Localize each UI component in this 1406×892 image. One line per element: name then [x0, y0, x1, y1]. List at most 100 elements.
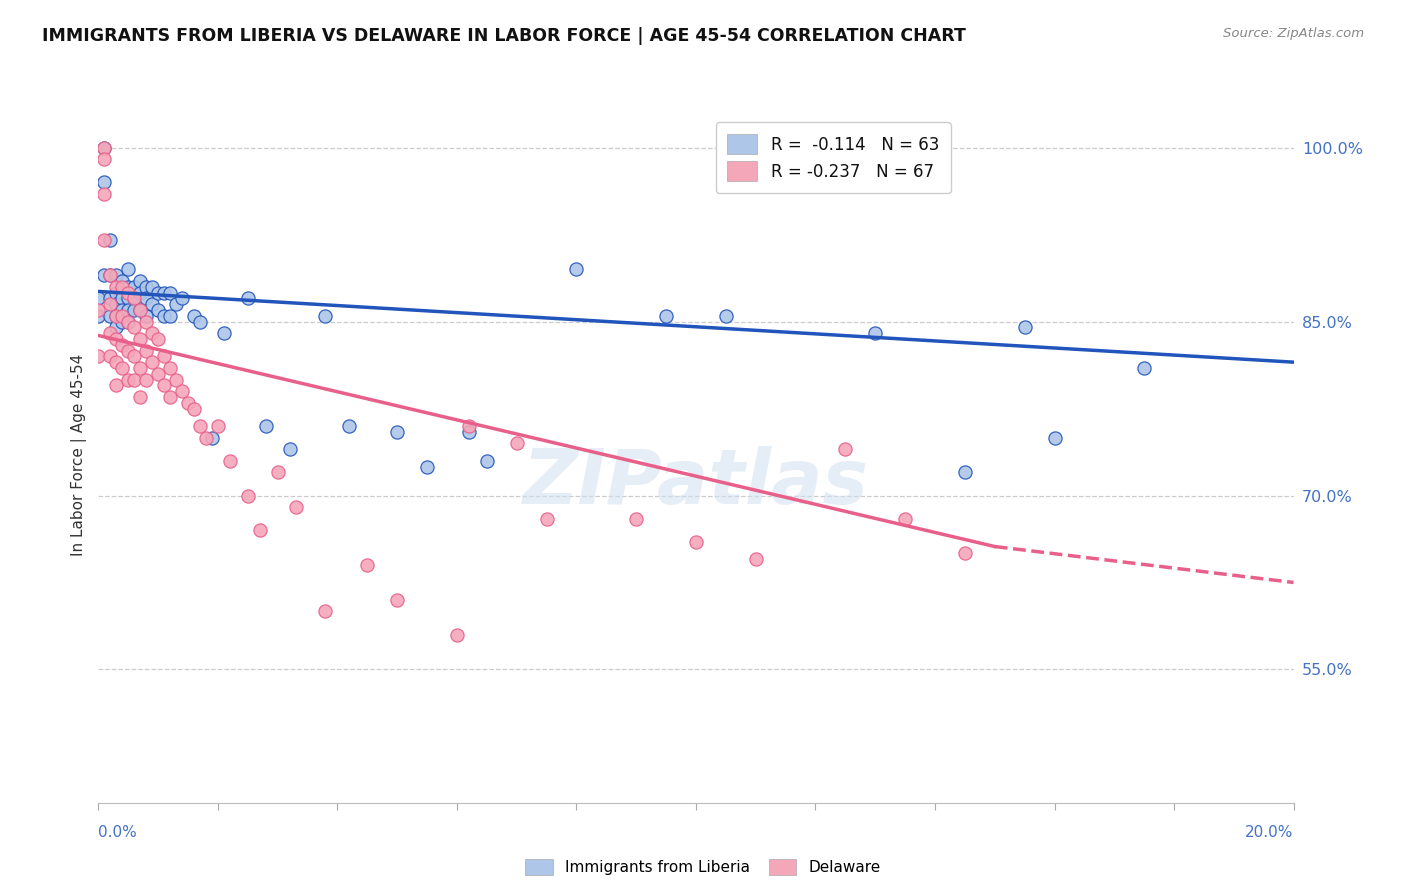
Point	[183, 401, 205, 416]
Point	[165, 297, 187, 311]
Point	[124, 291, 146, 305]
Text: Source: ZipAtlas.com: Source: ZipAtlas.com	[1223, 27, 1364, 40]
Point	[129, 360, 152, 375]
Point	[655, 309, 678, 323]
Point	[124, 291, 146, 305]
Point	[100, 326, 122, 341]
Point	[236, 291, 259, 305]
Point	[315, 605, 337, 619]
Point	[153, 309, 176, 323]
Point	[188, 315, 211, 329]
Point	[278, 442, 301, 457]
Point	[105, 355, 128, 369]
Point	[315, 309, 337, 323]
Point	[475, 453, 498, 467]
Point	[117, 303, 139, 318]
Point	[172, 384, 194, 398]
Point	[129, 274, 152, 288]
Point	[100, 268, 122, 282]
Point	[159, 285, 181, 300]
Point	[93, 140, 115, 155]
Point	[148, 303, 170, 318]
Point	[714, 309, 737, 323]
Point	[111, 280, 134, 294]
Point	[834, 442, 856, 457]
Point	[93, 140, 115, 155]
Point	[87, 309, 110, 323]
Point	[159, 390, 181, 404]
Point	[626, 511, 648, 525]
Point	[105, 309, 128, 323]
Point	[148, 332, 170, 346]
Point	[100, 291, 122, 305]
Point	[177, 395, 200, 409]
Point	[284, 500, 307, 514]
Point	[87, 350, 110, 364]
Point	[105, 297, 128, 311]
Point	[1043, 431, 1066, 445]
Point	[141, 326, 163, 341]
Point	[153, 350, 176, 364]
Point	[124, 280, 146, 294]
Point	[129, 332, 152, 346]
Point	[129, 390, 152, 404]
Point	[105, 332, 128, 346]
Point	[111, 315, 134, 329]
Point	[153, 378, 176, 392]
Text: 0.0%: 0.0%	[98, 825, 138, 840]
Point	[385, 592, 409, 607]
Point	[105, 280, 128, 294]
Point	[105, 268, 128, 282]
Point	[953, 466, 976, 480]
Point	[159, 309, 181, 323]
Point	[536, 511, 558, 525]
Point	[141, 280, 163, 294]
Point	[111, 309, 134, 323]
Point	[219, 453, 242, 467]
Point	[165, 372, 187, 386]
Point	[207, 418, 229, 433]
Point	[100, 350, 122, 364]
Point	[135, 372, 157, 386]
Text: ZIPatlas: ZIPatlas	[523, 446, 869, 520]
Point	[117, 343, 139, 358]
Point	[100, 297, 122, 311]
Point	[236, 489, 259, 503]
Text: IMMIGRANTS FROM LIBERIA VS DELAWARE IN LABOR FORCE | AGE 45-54 CORRELATION CHART: IMMIGRANTS FROM LIBERIA VS DELAWARE IN L…	[42, 27, 966, 45]
Point	[865, 326, 887, 341]
Point	[212, 326, 235, 341]
Point	[117, 315, 139, 329]
Point	[105, 309, 128, 323]
Point	[153, 285, 176, 300]
Point	[111, 303, 134, 318]
Point	[172, 291, 194, 305]
Point	[685, 534, 707, 549]
Point	[195, 431, 218, 445]
Point	[111, 291, 134, 305]
Legend: Immigrants from Liberia, Delaware: Immigrants from Liberia, Delaware	[520, 855, 886, 880]
Point	[100, 309, 122, 323]
Point	[953, 546, 976, 560]
Point	[135, 343, 157, 358]
Point	[124, 303, 146, 318]
Text: 20.0%: 20.0%	[1246, 825, 1294, 840]
Point	[117, 291, 139, 305]
Point	[124, 350, 146, 364]
Point	[416, 459, 439, 474]
Point	[87, 291, 110, 305]
Point	[188, 418, 211, 433]
Point	[159, 360, 181, 375]
Point	[135, 291, 157, 305]
Point	[124, 372, 146, 386]
Point	[385, 425, 409, 439]
Point	[117, 372, 139, 386]
Point	[141, 355, 163, 369]
Point	[129, 285, 152, 300]
Point	[135, 309, 157, 323]
Point	[1014, 320, 1036, 334]
Point	[105, 378, 128, 392]
Point	[148, 367, 170, 381]
Point	[117, 285, 139, 300]
Point	[100, 268, 122, 282]
Point	[356, 558, 378, 573]
